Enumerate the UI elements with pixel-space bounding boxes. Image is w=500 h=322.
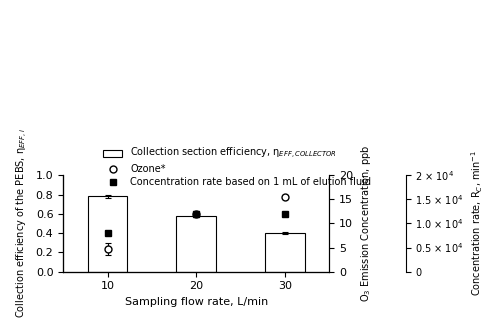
Bar — [265, 233, 305, 272]
Y-axis label: Concentration rate, R$_C$, min$^{-1}$: Concentration rate, R$_C$, min$^{-1}$ — [470, 150, 485, 297]
Bar — [176, 216, 216, 272]
Legend: Collection section efficiency, η$_{EFF, COLLECTOR}$, Ozone*, Concentration rate : Collection section efficiency, η$_{EFF, … — [100, 143, 374, 190]
Y-axis label: Collection efficiency of the PEBS, η$_{EFF, i}$: Collection efficiency of the PEBS, η$_{E… — [15, 128, 30, 318]
Y-axis label: O$_3$ Emission Concentration, ppb: O$_3$ Emission Concentration, ppb — [359, 145, 373, 302]
X-axis label: Sampling flow rate, L/min: Sampling flow rate, L/min — [124, 297, 268, 307]
Bar — [88, 196, 128, 272]
